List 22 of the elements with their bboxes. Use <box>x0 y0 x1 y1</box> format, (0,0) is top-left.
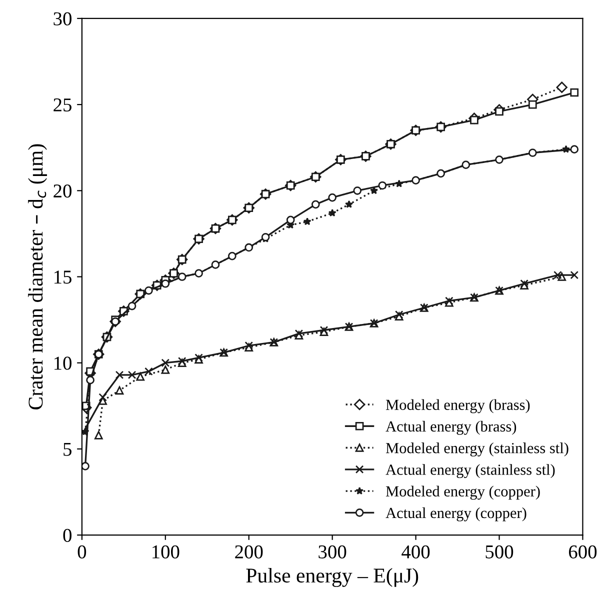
legend-label: Modeled energy (brass) <box>386 399 530 414</box>
y-tick-label: 10 <box>54 356 72 370</box>
x-tick-label: 500 <box>486 545 514 558</box>
legend-label: Modeled energy (copper) <box>386 486 540 500</box>
y-tick-label: 20 <box>54 184 72 198</box>
x-tick-label: 200 <box>235 545 263 558</box>
y-tick-label: 30 <box>54 12 72 26</box>
x-tick-label: 600 <box>568 545 597 558</box>
x-tick-label: 400 <box>402 545 430 558</box>
x-axis-title: Pulse energy – E(μJ) <box>246 568 418 587</box>
legend-label: Actual energy (brass) <box>386 420 516 435</box>
y-tick-label: 5 <box>64 442 72 456</box>
legend-label: Modeled energy (stainless stl) <box>386 442 568 456</box>
x-tick-label: 0 <box>78 545 86 558</box>
x-tick-label: 300 <box>318 545 346 558</box>
y-tick-label: 25 <box>54 98 72 112</box>
y-axis-title: Crater mean diameter – d$_{c}$ (μm) <box>28 144 47 410</box>
y-tick-label: 15 <box>54 270 72 284</box>
y-tick-label: 0 <box>63 528 72 542</box>
x-tick-label: 100 <box>152 545 180 558</box>
legend-label: Actual energy (stainless stl) <box>386 464 555 478</box>
legend-label: Actual energy (copper) <box>386 507 526 522</box>
